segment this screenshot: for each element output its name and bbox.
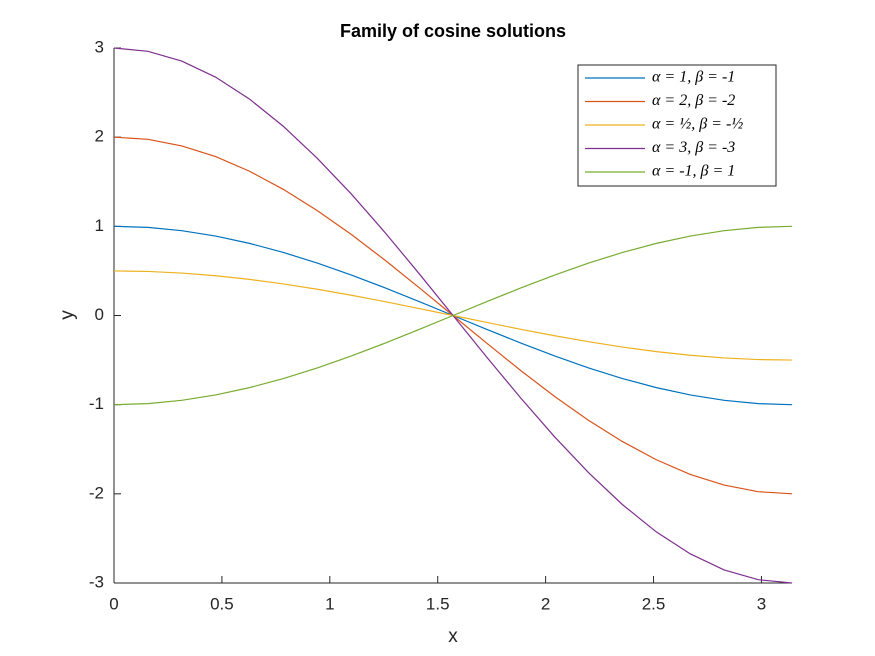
y-tick-label: 0 (95, 305, 104, 324)
x-tick-label: 2.5 (642, 594, 666, 613)
legend-label: α = 3, β = -3 (652, 139, 735, 156)
legend-label: α = 2, β = -2 (652, 92, 735, 109)
x-tick-label: 3 (757, 594, 766, 613)
y-tick-label: 2 (95, 127, 104, 146)
legend-label: α = ½, β = -½ (652, 116, 743, 133)
y-tick-label: 3 (95, 37, 104, 56)
y-tick-label: -3 (89, 572, 104, 591)
legend-label: α = -1, β = 1 (652, 163, 735, 180)
chart-title: Family of cosine solutions (340, 21, 566, 41)
x-tick-label: 1.5 (426, 594, 450, 613)
x-tick-label: 1 (325, 594, 334, 613)
y-tick-label: -2 (89, 483, 104, 502)
x-axis-label: x (448, 626, 458, 647)
y-tick-label: -1 (89, 394, 104, 413)
x-tick-label: 0.5 (210, 594, 234, 613)
x-tick-label: 0 (109, 594, 118, 613)
series-line (113, 225, 793, 406)
y-axis-label: y (57, 310, 78, 320)
y-tick-label: 1 (95, 216, 104, 235)
legend-label: α = 1, β = -1 (652, 69, 735, 86)
x-tick-label: 2 (541, 594, 550, 613)
